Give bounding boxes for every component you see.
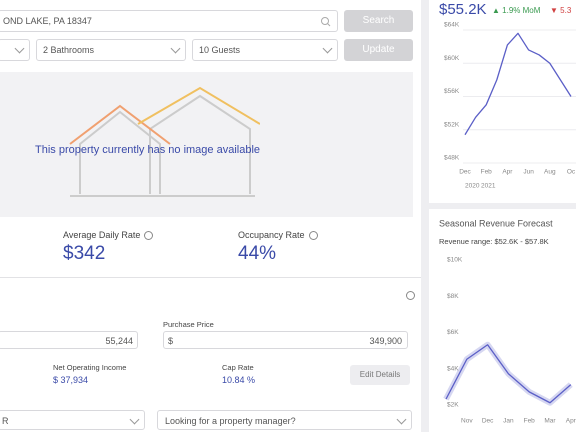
field-label: Cap Rate bbox=[222, 363, 254, 372]
x-tick-label: Mar bbox=[544, 418, 556, 425]
y-tick-label: $56K bbox=[444, 88, 460, 95]
y-tick-label: $10K bbox=[447, 257, 463, 264]
edit-details-button[interactable]: Edit Details bbox=[350, 365, 410, 385]
x-tick-label: Apr bbox=[502, 169, 513, 176]
house-illustration bbox=[69, 86, 260, 197]
line bbox=[445, 344, 572, 404]
select-text: Looking for a property manager? bbox=[165, 416, 296, 426]
info-icon[interactable] bbox=[144, 231, 154, 241]
metric-value: 44% bbox=[238, 243, 277, 264]
select-text: 10 Guests bbox=[199, 45, 241, 55]
x-tick-label: Feb bbox=[481, 169, 493, 176]
revenue-card bbox=[429, 0, 576, 203]
select[interactable]: R bbox=[0, 410, 145, 430]
field-value: $ 37,934 bbox=[53, 375, 89, 385]
address-input[interactable]: OND LAKE, PA 18347 bbox=[0, 10, 338, 32]
metric-label: Occupancy Rate bbox=[238, 230, 318, 241]
address-text: OND LAKE, PA 18347 bbox=[3, 16, 92, 26]
x-tick-label: Feb bbox=[524, 418, 536, 425]
placeholder-text: This property currently has no image ava… bbox=[35, 144, 261, 156]
revenue-range: Revenue range: $52.6K - $57.8K bbox=[439, 237, 549, 246]
search-icon bbox=[321, 17, 331, 27]
search-button[interactable]: Search bbox=[344, 10, 413, 32]
y-tick-label: $48K bbox=[444, 155, 460, 162]
x-tick-label: Dec bbox=[459, 169, 471, 176]
y-tick-label: $4K bbox=[447, 365, 459, 372]
guests-select[interactable]: 10 Guests bbox=[192, 39, 338, 61]
x-tick-label: Nov bbox=[461, 418, 473, 425]
x-tick-label: Dec bbox=[482, 418, 494, 425]
line bbox=[464, 32, 572, 136]
y-tick-label: $64K bbox=[444, 22, 460, 29]
currency: $ bbox=[168, 336, 174, 346]
metric-label-text: Occupancy Rate bbox=[238, 230, 305, 240]
x-tick-label: Aug bbox=[544, 169, 556, 176]
yoy-change: ▼ 5.3 bbox=[550, 6, 572, 15]
forecast-title: Seasonal Revenue Forecast bbox=[439, 218, 553, 228]
x-tick-label: Jan bbox=[503, 418, 514, 425]
y-tick-label: $6K bbox=[447, 329, 459, 336]
x-tick-label: Apr bbox=[566, 418, 576, 425]
metric-label-text: Average Daily Rate bbox=[63, 230, 141, 240]
metric-value: $342 bbox=[63, 243, 106, 264]
mom-change: ▲ 1.9% MoM bbox=[492, 6, 541, 15]
purchase-price-input[interactable]: $349,900 bbox=[163, 331, 408, 349]
manager-select[interactable]: Looking for a property manager? bbox=[157, 410, 412, 430]
y-tick-label: $52K bbox=[444, 121, 460, 128]
x-tick-label: Jun bbox=[523, 169, 534, 176]
y-tick-label: $2K bbox=[447, 402, 459, 409]
year-label: 2020 bbox=[465, 183, 480, 190]
field-value: 10.84 % bbox=[222, 375, 256, 385]
bathrooms-select[interactable]: 2 Bathrooms bbox=[36, 39, 186, 61]
divider bbox=[0, 277, 421, 278]
field-label: Purchase Price bbox=[163, 320, 214, 329]
metric-label: Average Daily Rate bbox=[63, 230, 154, 241]
info-icon[interactable] bbox=[308, 231, 318, 241]
revenue-value: $55.2K bbox=[439, 1, 487, 18]
left-panel: OND LAKE, PA 18347 Search 2 Bathrooms 10… bbox=[0, 0, 421, 432]
update-button[interactable]: Update bbox=[344, 39, 413, 61]
field-label: Net Operating Income bbox=[53, 363, 127, 372]
price-text: 349,900 bbox=[369, 336, 402, 346]
select-text: 2 Bathrooms bbox=[43, 45, 95, 55]
select-text: R bbox=[2, 416, 9, 426]
y-tick-label: $8K bbox=[447, 293, 459, 300]
select[interactable] bbox=[0, 39, 30, 61]
forecast-card bbox=[429, 209, 576, 432]
y-tick-label: $60K bbox=[444, 55, 460, 62]
x-tick-label: Oc bbox=[567, 169, 576, 176]
image-placeholder: This property currently has no image ava… bbox=[0, 72, 413, 217]
input[interactable]: 55,244 bbox=[0, 331, 138, 349]
info-icon[interactable] bbox=[406, 291, 415, 300]
year-label: 2021 bbox=[481, 183, 496, 190]
